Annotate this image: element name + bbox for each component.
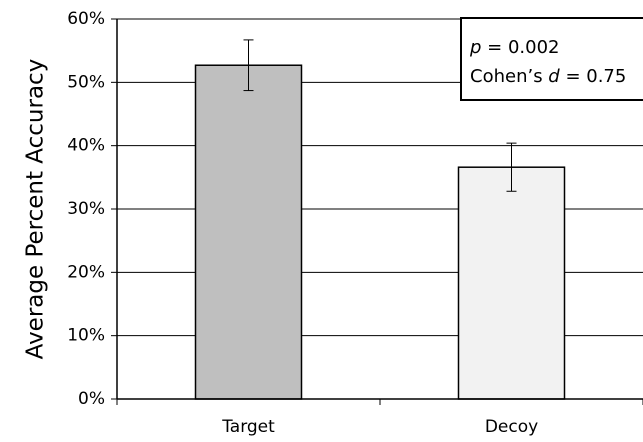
y-tick-label: 40% [67,136,105,156]
x-axis: Target Decoy [116,398,643,437]
x-tick-label: Decoy [485,417,538,437]
y-tick-label: 50% [67,72,105,92]
x-tick-label: Target [221,417,275,437]
d-value: = 0.75 [560,66,627,87]
y-axis-ticks: 0% 10% 20% 30% 40% 50% 60% [67,9,118,409]
p-value: = 0.002 [481,37,559,58]
d-symbol: d [548,66,560,87]
p-symbol: p [469,37,481,58]
y-axis-title: Average Percent Accuracy [23,59,49,360]
bar-target [194,64,303,400]
y-tick-label: 20% [67,262,105,282]
y-tick-label: 60% [67,9,105,29]
bar-decoy [457,166,566,400]
p-value-text: p = 0.002 [469,37,560,58]
effect-size-text: Cohen’s d = 0.75 [470,66,626,87]
bars [194,39,566,400]
cohens-label: Cohen’s [470,66,548,87]
y-tick-label: 10% [67,326,105,346]
stats-annotation-box [460,17,643,101]
y-tick-label: 30% [67,199,105,219]
stats-annotation: p = 0.002 Cohen’s d = 0.75 [460,17,643,101]
y-tick-label: 0% [78,389,105,409]
